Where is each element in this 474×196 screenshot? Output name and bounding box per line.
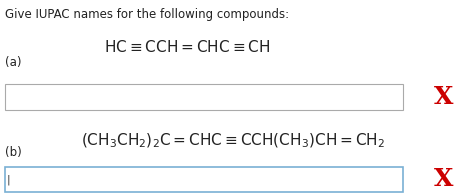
FancyBboxPatch shape [5, 84, 403, 110]
Text: Give IUPAC names for the following compounds:: Give IUPAC names for the following compo… [5, 8, 289, 21]
Text: (a): (a) [5, 56, 21, 69]
FancyBboxPatch shape [5, 167, 403, 192]
Text: (b): (b) [5, 146, 21, 159]
Text: X: X [433, 167, 453, 191]
Text: X: X [433, 85, 453, 109]
Text: HC$\equiv$CCH$=$CHC$\equiv$CH: HC$\equiv$CCH$=$CHC$\equiv$CH [104, 39, 271, 55]
Text: (CH$_3$CH$_2$)$_2$C$=$CHC$\equiv$CCH(CH$_3$)CH$=$CH$_2$: (CH$_3$CH$_2$)$_2$C$=$CHC$\equiv$CCH(CH$… [81, 132, 385, 150]
Text: |: | [7, 174, 11, 185]
